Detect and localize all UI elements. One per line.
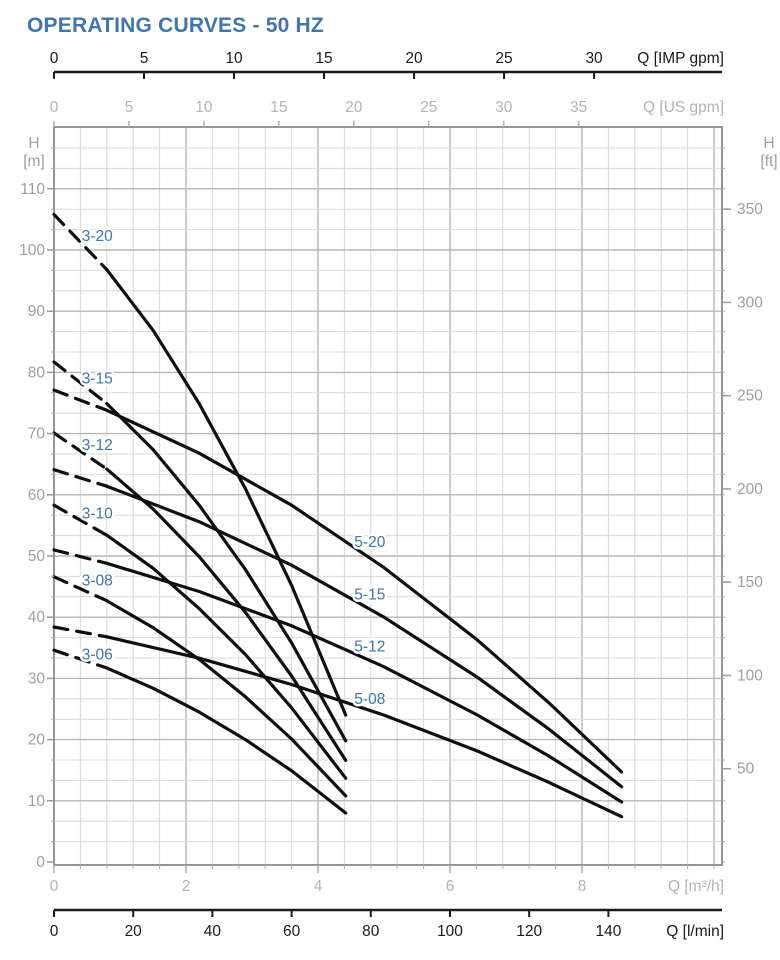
curve-dashed-3-08	[52, 575, 109, 603]
tick-hm-0: 0	[36, 854, 45, 871]
axis-h-ft: 50 100 150 200 250 300 350 H[ft]	[722, 135, 778, 863]
axis-label-ft: [ft]	[760, 153, 777, 170]
tick-imp-30: 30	[585, 50, 603, 67]
tick-lmin-100: 100	[437, 923, 463, 940]
tick-hft-200: 200	[737, 481, 763, 498]
tick-hm-40: 40	[28, 609, 46, 626]
tick-lmin-0: 0	[50, 923, 59, 940]
tick-lmin-60: 60	[283, 923, 301, 940]
tick-imp-5: 5	[140, 50, 149, 67]
curve-label-3-06: 3-06	[82, 646, 113, 663]
curve-3-15	[105, 402, 348, 743]
axis-label-m3h: Q [m³/h]	[668, 878, 724, 895]
tick-m3h-2: 2	[182, 878, 191, 895]
tick-hft-300: 300	[737, 294, 763, 311]
tick-m3h-0: 0	[50, 878, 59, 895]
tick-us-25: 25	[420, 99, 437, 116]
tick-imp-10: 10	[225, 50, 243, 67]
tick-hm-90: 90	[28, 303, 46, 320]
curve-5-08	[105, 635, 624, 819]
tick-lmin-80: 80	[362, 923, 380, 940]
tick-imp-25: 25	[495, 50, 512, 67]
tick-hft-50: 50	[737, 761, 755, 778]
curve-labels: 3-20 3-15 3-12 3-10 3-08 3-06 5-20 5-15 5-12 5-08	[79, 225, 388, 710]
curve-label-5-08: 5-08	[354, 691, 385, 708]
curve-dashed-3-10	[52, 503, 109, 537]
axis-lmin: 0 20 40 60 80 100 120 140 Q [l/min]	[50, 908, 724, 940]
tick-hft-250: 250	[737, 388, 763, 405]
tick-hm-80: 80	[28, 364, 46, 381]
curve-dashed-5-12	[52, 548, 109, 565]
curve-label-3-20: 3-20	[82, 228, 113, 245]
axis-label-lmin: Q [l/min]	[666, 923, 724, 940]
curve-dashed-3-20	[52, 212, 109, 272]
curve-label-5-20: 5-20	[354, 534, 385, 551]
tick-imp-15: 15	[315, 50, 332, 67]
curve-label-3-12: 3-12	[82, 437, 113, 454]
tick-hft-100: 100	[737, 667, 763, 684]
chart-title: OPERATING CURVES - 50 HZ	[27, 14, 324, 37]
tick-imp-20: 20	[405, 50, 423, 67]
grid	[54, 127, 722, 865]
curve-dashed-3-06	[52, 648, 109, 670]
pump-curves	[52, 212, 624, 819]
curve-dashed-3-15	[52, 360, 109, 406]
curve-3-08	[105, 599, 348, 798]
tick-hm-110: 110	[20, 181, 45, 198]
tick-lmin-140: 140	[595, 923, 621, 940]
curve-dashed-5-20	[52, 388, 109, 412]
tick-us-0: 0	[50, 99, 59, 116]
tick-m3h-8: 8	[578, 878, 587, 895]
curve-label-3-10: 3-10	[82, 506, 113, 523]
curve-label-5-15: 5-15	[354, 586, 385, 603]
axis-label-m: [m]	[23, 153, 45, 170]
curve-5-20	[105, 408, 624, 774]
axis-label-imp-gpm: Q [IMP gpm]	[637, 50, 724, 67]
plot-border	[53, 126, 723, 866]
tick-hm-20: 20	[28, 732, 46, 749]
tick-hm-70: 70	[28, 426, 46, 443]
tick-us-15: 15	[270, 99, 287, 116]
curve-label-5-12: 5-12	[354, 638, 385, 655]
axis-label-h-right: H	[763, 135, 774, 152]
tick-hm-100: 100	[19, 242, 45, 259]
tick-us-5: 5	[125, 99, 134, 116]
curve-5-15	[105, 484, 624, 789]
tick-hft-150: 150	[737, 574, 763, 591]
tick-hm-50: 50	[28, 548, 46, 565]
tick-m3h-4: 4	[314, 878, 323, 895]
axis-label-h: H	[28, 135, 39, 152]
curve-3-20	[105, 268, 348, 717]
tick-us-35: 35	[570, 99, 587, 116]
curve-3-06	[105, 666, 348, 815]
axis-us-gpm: 0 5 10 15 20 25 30 35 Q [US gpm]	[50, 99, 724, 127]
tick-hm-30: 30	[28, 670, 46, 687]
curve-3-12	[105, 467, 348, 763]
axis-imp-gpm: 0 5 10 15 20 25 30 Q [IMP gpm]	[50, 50, 724, 79]
tick-m3h-6: 6	[446, 878, 455, 895]
curve-label-3-15: 3-15	[82, 370, 113, 387]
curve-dashed-5-15	[52, 468, 109, 488]
curve-dashed-5-08	[52, 625, 109, 639]
axis-h-m: 0 10 20 30 40 50 60 70 80 90 100 110 H[m]	[19, 135, 54, 871]
curve-5-12	[105, 561, 624, 804]
tick-hft-350: 350	[737, 201, 763, 218]
tick-us-30: 30	[495, 99, 513, 116]
tick-us-10: 10	[195, 99, 213, 116]
curve-label-3-08: 3-08	[82, 572, 113, 589]
tick-imp-0: 0	[50, 50, 59, 67]
tick-hm-60: 60	[28, 487, 46, 504]
tick-lmin-20: 20	[125, 923, 143, 940]
tick-us-20: 20	[345, 99, 363, 116]
tick-lmin-120: 120	[516, 923, 542, 940]
tick-lmin-40: 40	[204, 923, 222, 940]
curve-dashed-3-12	[52, 431, 109, 471]
tick-hm-10: 10	[28, 793, 46, 810]
axis-m3h: 0 2 4 6 8 Q [m³/h]	[50, 865, 724, 895]
axis-label-us-gpm: Q [US gpm]	[643, 99, 724, 116]
curve-3-10	[105, 533, 348, 780]
